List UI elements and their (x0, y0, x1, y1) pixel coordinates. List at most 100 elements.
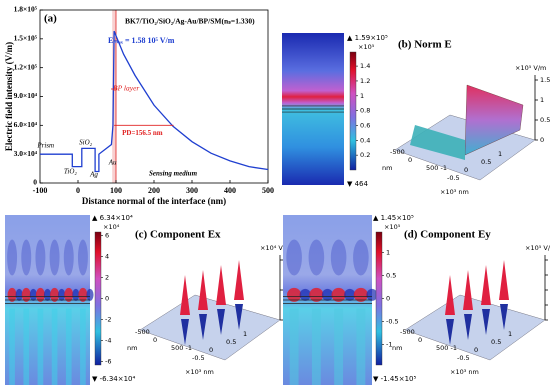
colorbar-tick-label: 0 (105, 295, 109, 303)
colorbar-tick-label: 0.4 (360, 136, 370, 144)
field-lobe (309, 287, 324, 302)
panel-title: (c) Component Ex (135, 229, 221, 241)
colorbar-unit: ×10⁵ (358, 43, 375, 51)
xy-tick-label: 0 (464, 166, 468, 174)
xy-tick-label: 0 (209, 346, 213, 354)
field-stripe (9, 308, 15, 385)
colorbar-tick-label: 1 (360, 92, 364, 100)
field-lobe (7, 287, 17, 302)
bp-band (112, 10, 116, 183)
data-line (40, 30, 269, 173)
field-lobe (50, 287, 60, 302)
y-tick-label: 9.0×10⁴ (14, 91, 38, 100)
surface-dip (500, 304, 508, 330)
max-label: ▲ 1.45×10⁵ (373, 214, 414, 222)
colorbar-tick-label: -2 (105, 315, 111, 323)
xy-tick-label: -0.5 (447, 174, 460, 182)
field-stripe (334, 308, 344, 385)
surface-peak (464, 84, 524, 156)
field-lobe (63, 239, 74, 276)
colorbar-tick-label: 0.2 (360, 151, 370, 159)
field-lobe (35, 287, 45, 302)
z-unit: ×10⁴ V/m (260, 244, 291, 252)
field-lobe (330, 239, 347, 276)
colorbar-tick-label: 0.5 (386, 272, 396, 280)
surface-peak (499, 260, 509, 300)
xy-tick-label: -500 (390, 148, 405, 156)
y-tick-label: 3.0×10⁴ (14, 149, 38, 158)
field-lobe (353, 239, 369, 276)
colorbar-tick-label: 2 (105, 274, 109, 282)
max-label: ▲ 1.59×10⁵ (347, 34, 388, 42)
structure-label: BK7/TiO₂/SiO₂/Ag-Au/BP/SM(nₛ=1.330) (125, 17, 255, 26)
z-tick-label: 0.5 (540, 116, 550, 124)
surface-peak (216, 265, 226, 305)
field-lobe (15, 288, 23, 301)
colorbar-tick-label: -6 (105, 357, 111, 365)
axis-label: ×10³ nm (440, 188, 469, 196)
xy-tick-label: 0 (153, 336, 157, 344)
x-axis-label: Distance normal of the interface (nm) (82, 196, 226, 206)
surface-dip (446, 319, 454, 345)
field-lobe (344, 288, 356, 301)
field-stripe (289, 308, 299, 385)
xy-tick-label: 0 (418, 336, 422, 344)
field-lobe (21, 287, 31, 302)
bp-label: BP layer (113, 84, 139, 93)
field-lobe (353, 287, 368, 302)
colorbar-tick-label: -1 (386, 340, 392, 348)
y-tick-label: 1.5×10⁵ (14, 34, 38, 43)
xy-tick-label: 0.5 (491, 338, 501, 346)
x-tick-label: -100 (33, 186, 48, 195)
xy-tick-label: 0 (474, 346, 478, 354)
field-lobe (64, 287, 74, 302)
field-stripe (356, 308, 366, 385)
field-lobe (35, 239, 46, 276)
colorbar (349, 51, 357, 171)
field-lobe (77, 239, 88, 276)
layer-label: TiO₂ (64, 168, 78, 176)
z-tick-label: 1 (540, 96, 544, 104)
surface-peak (463, 270, 473, 310)
surface-peak (234, 260, 244, 300)
xy-tick-label: 0.5 (481, 158, 491, 166)
surface-dip (464, 314, 472, 340)
pd-label: PD=156.5 nm (122, 129, 163, 137)
field-lobe (308, 239, 325, 276)
field-lobe (43, 288, 52, 301)
x-tick-label: 500 (262, 186, 274, 195)
colorbar-unit: ×10⁵ (384, 223, 401, 231)
min-label: ▼ 464 (347, 180, 369, 188)
surface-dip (199, 314, 207, 340)
surface-side (410, 125, 465, 160)
colorbar-tick-label: 0.6 (360, 121, 370, 129)
y-tick-label: 6.0×10⁴ (14, 120, 38, 129)
layer-label: Au (108, 159, 117, 167)
axis-label: nm (392, 344, 402, 352)
panel-title: (b) Norm E (398, 39, 452, 51)
colorbar-tick-label: 0.8 (360, 107, 370, 115)
field-lobe (21, 239, 32, 276)
colorbar-unit: ×10⁴ (103, 223, 120, 231)
y-tick-label: 0 (33, 178, 37, 187)
axis-label: nm (127, 344, 137, 352)
colorbar (375, 231, 383, 366)
axis-label: ×10³ nm (450, 368, 479, 376)
field-lobe (86, 288, 94, 301)
field-lobe (58, 288, 66, 301)
z-unit: ×10⁵ V/m (515, 64, 546, 72)
colorbar-tick-label: 0 (386, 295, 390, 303)
field-stripe (311, 308, 321, 385)
z-tick-label: 0 (540, 136, 544, 144)
field-lobe (7, 239, 18, 276)
xy-tick-label: -500 (135, 328, 150, 336)
y-tick-label: 1.8×10⁵ (14, 5, 38, 14)
field-lobe (366, 288, 378, 301)
surface-peak (481, 265, 491, 305)
xy-tick-label: -500 (400, 328, 415, 336)
field-stripe (23, 308, 30, 385)
field-stripe (80, 308, 86, 385)
x-tick-label: 200 (148, 186, 160, 195)
layer-label: SiO₂ (79, 139, 93, 147)
